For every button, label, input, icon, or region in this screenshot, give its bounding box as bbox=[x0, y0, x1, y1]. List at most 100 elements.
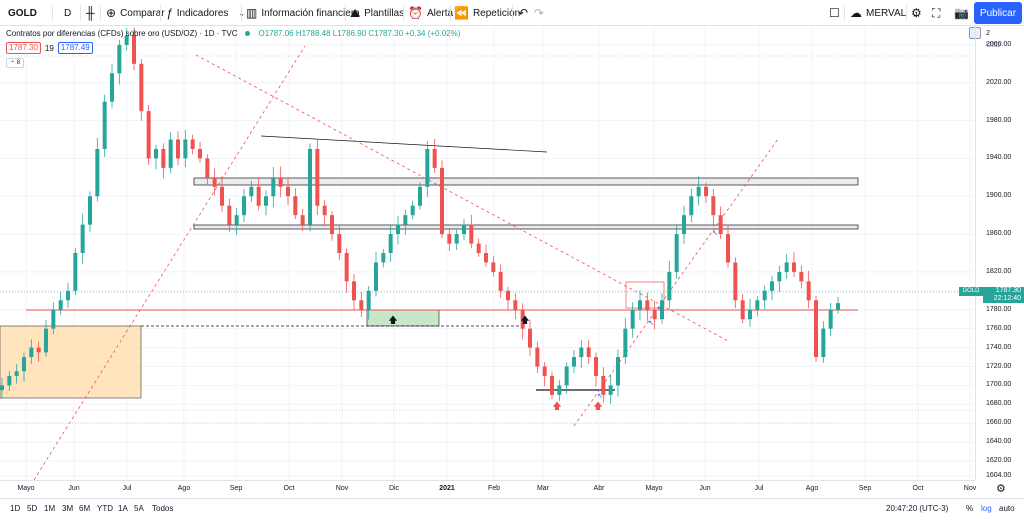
price-tick: 2020.00 bbox=[986, 78, 1012, 86]
clock-display[interactable]: 20:47:20 (UTC-3) bbox=[886, 504, 949, 513]
candle-body bbox=[491, 262, 496, 272]
candle-body bbox=[44, 328, 48, 353]
redo-button[interactable]: ↷ bbox=[534, 0, 548, 26]
time-tick: Mayo bbox=[17, 485, 35, 492]
range-button-todos[interactable]: Todos bbox=[152, 504, 174, 513]
publish-button[interactable]: Publicar bbox=[974, 2, 1022, 24]
candle-body bbox=[476, 243, 481, 253]
undo-button[interactable]: ↶ bbox=[518, 0, 532, 26]
replay-button[interactable]: ⏪ Repetición bbox=[454, 6, 521, 20]
candle-body bbox=[366, 290, 371, 310]
indicators-collapse-button[interactable]: ⌃ 8 bbox=[6, 58, 24, 68]
time-tick: Mayo bbox=[645, 485, 663, 492]
gear-icon[interactable]: ⚙ bbox=[996, 483, 1006, 495]
compare-button[interactable]: ⊕ Comparar bbox=[106, 6, 165, 20]
log-toggle[interactable]: log bbox=[981, 504, 992, 513]
candle-body bbox=[161, 148, 166, 168]
ask-price[interactable]: 1787.49 bbox=[57, 42, 93, 54]
snapshot-button[interactable]: 📷 bbox=[954, 0, 973, 26]
chart-type-button[interactable]: ╫ bbox=[86, 0, 99, 26]
expand-icon: ⛶ bbox=[932, 5, 941, 20]
candle-body bbox=[117, 44, 122, 74]
candle-body bbox=[652, 309, 657, 320]
candle-body bbox=[792, 262, 796, 272]
fullscreen-layout-button[interactable]: ☐ bbox=[829, 0, 844, 26]
candle-body bbox=[601, 375, 606, 395]
range-button-1a[interactable]: 1A bbox=[118, 504, 128, 513]
resistance-zone-upper bbox=[193, 177, 859, 186]
range-button-ytd[interactable]: YTD bbox=[97, 504, 113, 513]
chevron-down-icon: ⌄ bbox=[912, 8, 919, 18]
red-box-small bbox=[625, 281, 665, 309]
range-button-5a[interactable]: 5A bbox=[134, 504, 144, 513]
candle-body bbox=[506, 290, 510, 301]
time-axis[interactable]: Mayo Jun Jul Ago Sep Oct Nov Dic 2021 Feb Mar Abr Ma… bbox=[0, 480, 976, 498]
settings-button[interactable]: ⚙ bbox=[911, 0, 926, 26]
templates-icon: ⛰ bbox=[350, 5, 361, 20]
candlestick-series bbox=[0, 27, 840, 404]
candle-body bbox=[168, 139, 173, 168]
candle-body bbox=[682, 215, 686, 235]
candle-body bbox=[726, 234, 730, 263]
candle-body bbox=[645, 300, 650, 310]
candle-body bbox=[410, 205, 415, 216]
chart-legend: Contratos por diferencias (CFDs) sobre o… bbox=[6, 27, 460, 68]
candle-body bbox=[784, 262, 789, 272]
time-tick: Oct bbox=[283, 485, 295, 492]
symbol-search-button[interactable]: GOLD bbox=[8, 7, 37, 19]
candle-body bbox=[271, 177, 276, 197]
templates-button[interactable]: ⛰ Plantillas bbox=[350, 5, 405, 20]
time-tick: 2021 bbox=[439, 485, 455, 492]
time-tick: Feb bbox=[487, 485, 501, 492]
range-button-3m[interactable]: 3M bbox=[62, 504, 74, 513]
range-button-6m[interactable]: 6M bbox=[79, 504, 91, 513]
layout-button[interactable]: ☁ MERVAL ⌄ bbox=[850, 6, 919, 20]
plus-circle-icon: ⊕ bbox=[106, 6, 117, 20]
range-button-5d[interactable]: 5D bbox=[27, 504, 38, 513]
candle-body bbox=[139, 63, 144, 112]
percent-toggle[interactable]: % bbox=[966, 504, 974, 513]
time-tick: Jun bbox=[699, 485, 711, 492]
trend-dashed-up-1 bbox=[33, 45, 306, 480]
candle-body bbox=[762, 290, 767, 301]
bid-price[interactable]: 1787.30 bbox=[6, 42, 41, 54]
candle-body bbox=[359, 300, 364, 310]
financials-button[interactable]: ▥ Información financiera bbox=[246, 6, 360, 20]
price-chart[interactable]: 🡅 🡅 🡅 🡅 ↖ ↖ ↖ ↖ bbox=[0, 26, 975, 480]
price-tick: 1680.00 bbox=[986, 400, 1012, 408]
alert-button[interactable]: ⏰ Alerta bbox=[408, 6, 454, 20]
square-icon: ☐ bbox=[829, 6, 840, 20]
candle-body bbox=[740, 300, 745, 320]
candle-body bbox=[704, 186, 708, 197]
orange-demand-zone bbox=[0, 325, 142, 399]
range-button-1m[interactable]: 1M bbox=[44, 504, 56, 513]
auto-toggle[interactable]: auto bbox=[999, 504, 1015, 513]
range-button-1d[interactable]: 1D bbox=[10, 504, 21, 513]
candle-body bbox=[528, 328, 532, 348]
candle-body bbox=[256, 186, 261, 206]
candle-body bbox=[469, 224, 474, 244]
candle-body bbox=[315, 148, 320, 206]
interval-button[interactable]: D bbox=[64, 7, 72, 19]
candle-body bbox=[7, 375, 12, 386]
candle-body bbox=[616, 357, 620, 386]
replay-icon: ⏪ bbox=[454, 6, 469, 20]
current-price-label: 1787.30 22:12:40 bbox=[983, 287, 1024, 303]
candle-body bbox=[293, 196, 298, 216]
candle-body bbox=[220, 186, 224, 206]
time-tick: Dic bbox=[388, 485, 400, 492]
candle-body bbox=[696, 186, 701, 197]
fullscreen-button[interactable]: ⛶ bbox=[932, 0, 944, 26]
time-tick: Jun bbox=[68, 485, 80, 492]
price-axis[interactable]: 2 USD 2060.00 2020.00 1980.00 1940.00 1900.0… bbox=[975, 26, 1024, 480]
candle-body bbox=[572, 357, 576, 367]
candle-body bbox=[176, 139, 180, 159]
candles-icon: ╫ bbox=[86, 6, 95, 20]
candle-body bbox=[777, 271, 782, 282]
candle-body bbox=[381, 253, 386, 263]
candle-body bbox=[374, 262, 378, 291]
price-tick: 1900.00 bbox=[986, 192, 1012, 200]
candle-body bbox=[440, 167, 444, 235]
candle-body bbox=[212, 177, 217, 187]
